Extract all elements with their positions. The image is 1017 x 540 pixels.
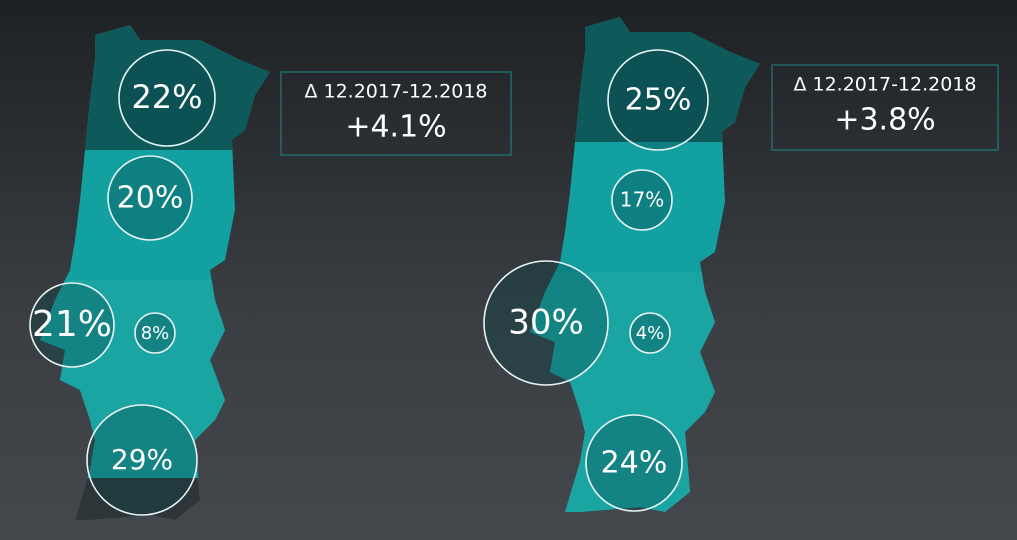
region-bubble [607, 49, 709, 151]
region-bubble [86, 404, 198, 516]
region-bubble [134, 312, 176, 354]
region-share: 21% [32, 304, 112, 345]
region-share: 25% [625, 83, 692, 118]
region-bubble [629, 312, 671, 354]
region-share: 17% [620, 188, 664, 212]
change-value: +3.8% [834, 103, 935, 138]
change-box [771, 64, 999, 151]
change-value: +4.1% [345, 110, 446, 145]
period-label: Δ 12.2017-12.2018 [304, 81, 487, 103]
region-bubble [611, 169, 673, 231]
region-bubble [483, 260, 609, 386]
region-share: 30% [508, 303, 584, 343]
region-share: 20% [117, 181, 184, 216]
region-bubble [118, 49, 216, 147]
region-bubble [107, 155, 193, 241]
period-label: Δ 12.2017-12.2018 [793, 74, 976, 96]
region-share: 24% [601, 446, 668, 481]
change-box [280, 71, 512, 156]
region-share: 8% [141, 323, 170, 344]
region-share: 22% [131, 78, 202, 116]
region-share: 4% [636, 323, 665, 344]
region-bubble [29, 282, 115, 368]
region-bubble [585, 414, 683, 512]
region-share: 29% [111, 443, 173, 476]
